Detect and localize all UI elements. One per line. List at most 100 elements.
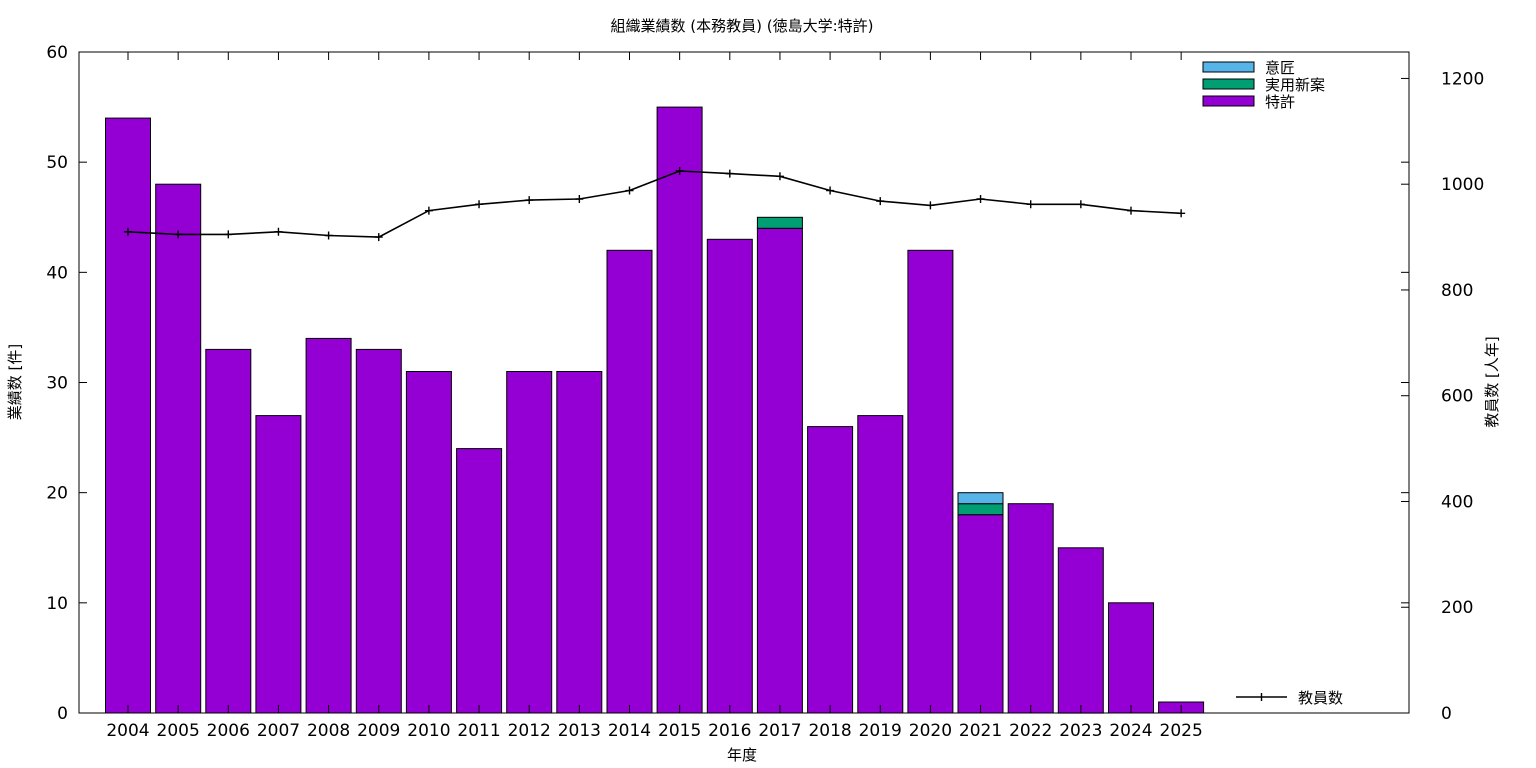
bar-2021-series-2 — [957, 492, 1004, 505]
bar-2005-series-0 — [155, 183, 202, 714]
x-tick-label-2019: 2019 — [859, 721, 902, 741]
line-point-2025 — [1177, 209, 1186, 218]
line-point-2018 — [826, 186, 835, 195]
y-tick-label-60: 60 — [46, 43, 68, 63]
y2-tick-label-0: 0 — [1441, 704, 1452, 724]
line-point-2006 — [224, 230, 233, 239]
x-tick-label-2016: 2016 — [708, 721, 751, 741]
line-point-2016 — [725, 169, 734, 178]
bar-2015-series-0 — [656, 106, 703, 714]
bar-2009-series-0 — [355, 348, 402, 714]
x-tick-label-2010: 2010 — [407, 721, 450, 741]
bars-layer — [105, 106, 1205, 714]
line-point-2010 — [424, 206, 433, 215]
bar-2019-series-0 — [857, 415, 904, 714]
line-point-2022 — [1026, 200, 1035, 209]
legend-label-意匠: 意匠 — [1265, 59, 1295, 77]
bar-2017-series-1 — [756, 216, 803, 229]
line-point-2023 — [1076, 200, 1085, 209]
bar-2010-series-0 — [405, 371, 452, 714]
bar-2008-series-0 — [305, 337, 352, 714]
bar-2013-series-0 — [556, 371, 603, 714]
y2-tick-label-1000: 1000 — [1441, 175, 1484, 195]
x-tick-label-2020: 2020 — [909, 721, 952, 741]
x-tick-label-2007: 2007 — [257, 721, 300, 741]
y-axis-right: 0 200 400 600 800 1000 1200 — [1401, 69, 1484, 724]
line-point-2019 — [876, 197, 885, 206]
bar-2012-series-0 — [506, 371, 553, 714]
line-point-2009 — [374, 233, 383, 242]
bar-2006-series-0 — [205, 348, 252, 714]
x-tick-label-2011: 2011 — [457, 721, 500, 741]
line-layer — [124, 166, 1186, 242]
chart-title: 組織業績数 (本務教員) (徳島大学:特許) — [611, 17, 874, 35]
line-point-2014 — [625, 186, 634, 195]
x-tick-label-2022: 2022 — [1009, 721, 1052, 741]
legend-label-教員数: 教員数 — [1298, 689, 1343, 707]
x-tick-label-2006: 2006 — [207, 721, 250, 741]
bar-2022-series-0 — [1007, 503, 1054, 714]
line-point-2008 — [324, 231, 333, 240]
y2-axis-title: 教員数 [人年] — [1483, 336, 1501, 427]
bar-2016-series-0 — [706, 238, 753, 714]
x-tick-label-2004: 2004 — [106, 721, 149, 741]
x-axis-title: 年度 — [727, 746, 757, 764]
legend-swatch-実用新案 — [1202, 78, 1255, 90]
x-tick-label-2008: 2008 — [307, 721, 350, 741]
x-tick-label-2023: 2023 — [1059, 721, 1102, 741]
y2-tick-label-800: 800 — [1441, 281, 1473, 301]
line-point-2013 — [575, 195, 584, 204]
bar-2004-series-0 — [105, 117, 151, 714]
line-point-2007 — [274, 227, 283, 236]
line-point-2021 — [976, 195, 985, 204]
x-tick-label-2013: 2013 — [558, 721, 601, 741]
y-tick-label-20: 20 — [46, 484, 68, 504]
x-tick-label-2012: 2012 — [508, 721, 551, 741]
x-tick-label-2025: 2025 — [1160, 721, 1203, 741]
bar-2021-series-0 — [957, 514, 1004, 714]
bar-2023-series-0 — [1057, 547, 1104, 714]
y-tick-label-10: 10 — [46, 594, 68, 614]
x-tick-label-2015: 2015 — [658, 721, 701, 741]
line-point-2024 — [1127, 206, 1135, 215]
line-point-2004 — [124, 227, 132, 236]
legend-label-特許: 特許 — [1265, 93, 1295, 111]
line-point-2012 — [525, 196, 534, 205]
bar-2021-series-1 — [957, 503, 1004, 516]
x-tick-label-2017: 2017 — [758, 721, 801, 741]
y-tick-label-50: 50 — [46, 153, 68, 173]
legend-swatch-意匠 — [1202, 61, 1255, 73]
x-tick-label-2024: 2024 — [1109, 721, 1152, 741]
x-tick-label-2009: 2009 — [357, 721, 400, 741]
y2-tick-label-1200: 1200 — [1441, 69, 1484, 89]
legend-label-実用新案: 実用新案 — [1265, 76, 1325, 94]
bar-2024-series-0 — [1108, 602, 1154, 714]
y-axis-title: 業績数 [件] — [6, 344, 24, 420]
line-point-2015 — [675, 166, 684, 175]
bar-2011-series-0 — [456, 448, 503, 714]
x-axis: 2004 2005 2006 2007 2008 2009 2010 2011 2012 2013… — [106, 52, 1203, 741]
line-point-2011 — [475, 200, 484, 209]
y2-tick-label-400: 400 — [1441, 492, 1473, 512]
y-tick-label-30: 30 — [46, 374, 68, 394]
bar-2020-series-0 — [907, 249, 954, 714]
legend-swatch-特許 — [1202, 95, 1255, 107]
line-point-2020 — [926, 201, 935, 210]
y2-tick-label-600: 600 — [1441, 387, 1473, 407]
line-教員数 — [127, 170, 1182, 238]
bar-2017-series-0 — [756, 227, 803, 714]
line-point-2005 — [174, 230, 183, 239]
bar-2018-series-0 — [807, 426, 854, 714]
x-tick-label-2018: 2018 — [808, 721, 851, 741]
x-tick-label-2021: 2021 — [959, 721, 1002, 741]
bar-2014-series-0 — [606, 249, 653, 714]
y-axis-left: 0 10 20 30 40 50 60 — [46, 43, 1409, 724]
x-tick-label-2005: 2005 — [157, 721, 200, 741]
y-tick-label-0: 0 — [57, 704, 68, 724]
y-tick-label-40: 40 — [46, 263, 68, 283]
x-tick-label-2014: 2014 — [608, 721, 651, 741]
y2-tick-label-200: 200 — [1441, 598, 1473, 618]
